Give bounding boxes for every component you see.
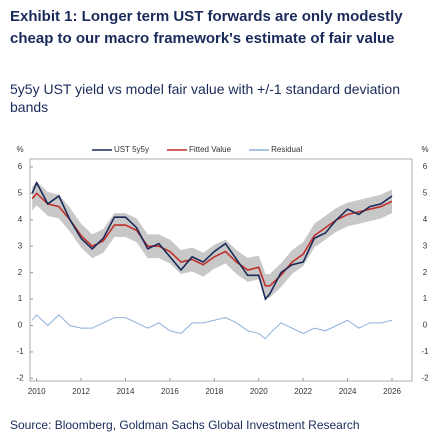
y2-tick-label: 2	[423, 268, 428, 277]
y2-tick-label: 3	[423, 241, 428, 250]
y-tick-label: 0	[18, 321, 23, 330]
chart-title: Exhibit 1: Longer term UST forwards are …	[10, 8, 403, 47]
y-unit: %	[16, 145, 23, 154]
source: Source: Bloomberg, Goldman Sachs Global …	[10, 418, 360, 432]
legend-label: Fitted Value	[189, 145, 232, 154]
x-tick-label: 2022	[294, 387, 312, 396]
x-tick-label: 2012	[72, 387, 90, 396]
x-tick-label: 2010	[28, 387, 46, 396]
y2-tick-label: -1	[421, 347, 429, 356]
y-tick-label: 4	[18, 215, 23, 224]
y-tick-label: 1	[18, 294, 23, 303]
y-tick-label: 3	[18, 241, 23, 250]
y-tick-label: -1	[16, 347, 24, 356]
y2-tick-label: 6	[423, 162, 428, 171]
x-tick-label: 2018	[205, 387, 223, 396]
y2-unit: %	[421, 145, 428, 154]
y2-tick-label: 5	[423, 188, 428, 197]
y2-tick-label: 0	[423, 321, 428, 330]
chart: % % -2 -2 -1 -1 0 0 1 1 2 2 3 3 4 4 5 5 6 6 2010 2012 2014 20…	[16, 145, 429, 396]
y-tick-label: 5	[18, 188, 23, 197]
x-tick-label: 2014	[117, 387, 135, 396]
x-tick-label: 2016	[161, 387, 179, 396]
plot-frame	[29, 158, 413, 382]
y-tick-label: 2	[18, 268, 23, 277]
y2-tick-label: 1	[423, 294, 428, 303]
x-tick-label: 2020	[250, 387, 268, 396]
y-tick-label: 6	[18, 162, 23, 171]
x-tick-label: 2026	[383, 387, 401, 396]
chart-subtitle: 5y5y UST yield vs model fair value with …	[10, 81, 400, 115]
legend-label: UST 5y5y	[114, 145, 149, 154]
y-tick-label: -2	[16, 373, 24, 382]
series-line	[31, 314, 393, 340]
series-line	[31, 192, 393, 287]
x-tick-label: 2024	[339, 387, 357, 396]
y2-tick-label: 4	[423, 215, 428, 224]
legend-label: Residual	[271, 145, 302, 154]
series-line	[31, 180, 393, 301]
y2-tick-label: -2	[421, 373, 429, 382]
